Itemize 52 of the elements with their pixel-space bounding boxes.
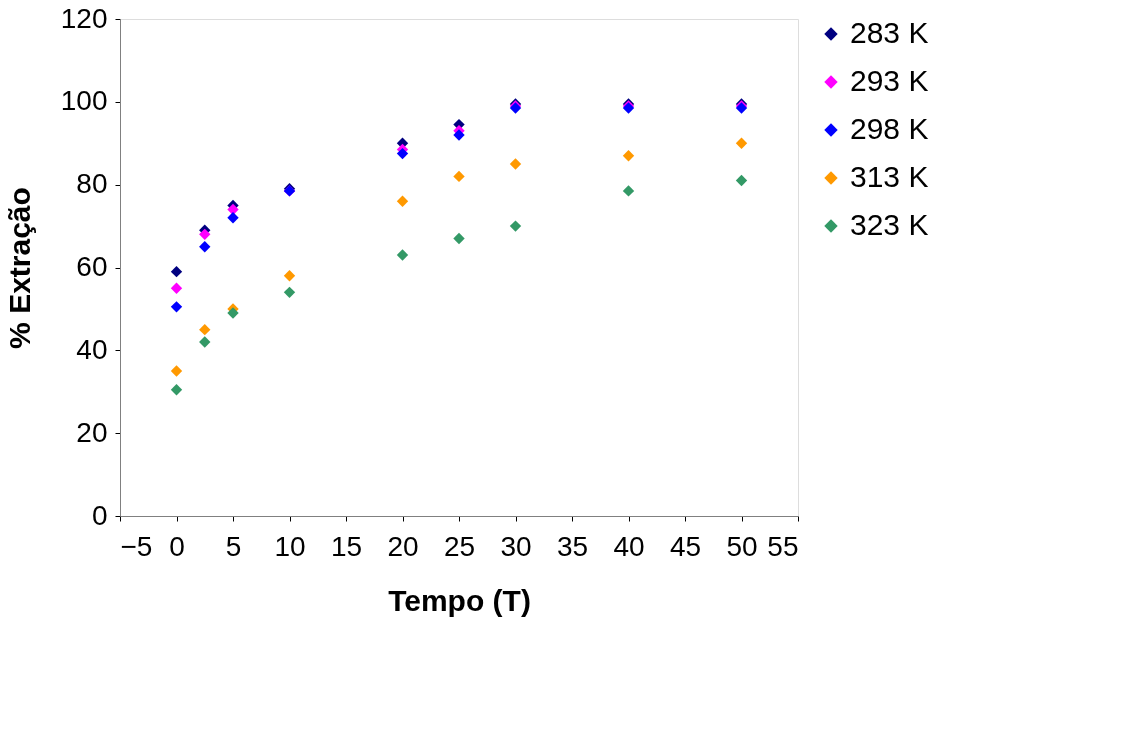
point: [170, 365, 183, 377]
point: [622, 185, 635, 197]
point: [227, 212, 239, 224]
x-tick-label: 25: [443, 530, 476, 562]
x-tick-label: 35: [556, 530, 589, 562]
point: [283, 286, 296, 299]
point: [199, 228, 211, 241]
point: [453, 170, 465, 183]
point: [735, 137, 748, 149]
point: [453, 232, 465, 245]
legend-label: 298 K: [850, 112, 929, 145]
point: [170, 282, 183, 294]
point: [199, 336, 211, 348]
x-tick-label: 50: [726, 530, 758, 562]
legend-label: 283 K: [850, 16, 929, 49]
point: [227, 307, 239, 319]
point: [170, 265, 183, 278]
legend-label: 293 K: [850, 64, 929, 97]
point: [396, 249, 409, 261]
point: [283, 270, 296, 282]
x-tick-label: 55: [767, 530, 799, 562]
x-tick-label: 5: [225, 530, 242, 562]
legend-label: 323 K: [850, 208, 929, 241]
x-tick-label: 40: [613, 530, 645, 562]
point: [396, 147, 409, 160]
point: [170, 383, 183, 396]
point: [622, 149, 635, 162]
point: [509, 158, 522, 170]
y-tick-label: 120: [60, 2, 108, 34]
y-tick-label: 80: [76, 168, 108, 200]
y-tick-label: 60: [76, 251, 108, 282]
point: [453, 129, 465, 141]
x-tick-label: 15: [330, 530, 363, 562]
x-tick-label: 0: [169, 530, 185, 562]
x-tick-label: 20: [387, 530, 419, 562]
y-tick-label: 40: [76, 333, 108, 365]
point: [199, 323, 211, 336]
point: [509, 220, 522, 232]
x-tick-label: 30: [500, 530, 532, 562]
x-tick-label: −5: [120, 530, 153, 562]
y-tick-label: 20: [76, 416, 108, 448]
legend-label: 313 K: [850, 160, 929, 193]
point: [170, 301, 183, 313]
point: [199, 241, 211, 253]
y-tick-label: 0: [91, 499, 108, 531]
y-axis-title: % Extração: [2, 187, 36, 349]
x-tick-label: 45: [669, 530, 702, 562]
x-tick-label: 10: [274, 530, 306, 562]
y-tick-label: 100: [60, 85, 108, 117]
x-axis-title: Tempo (T): [388, 583, 531, 617]
point: [396, 195, 409, 207]
point: [735, 174, 748, 187]
